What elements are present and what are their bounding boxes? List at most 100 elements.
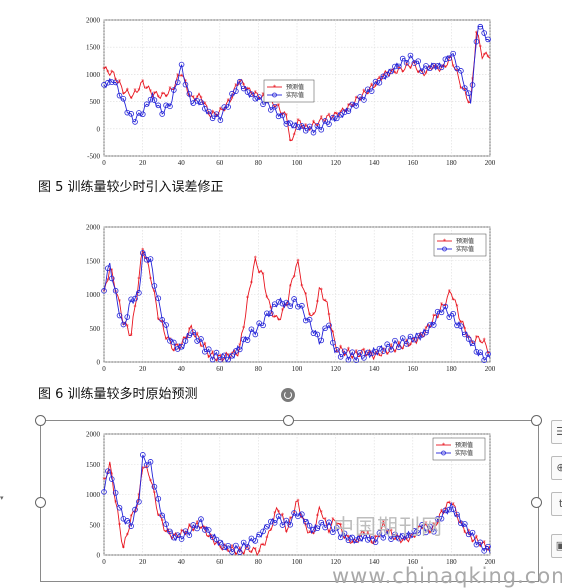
data-point-actual	[171, 87, 177, 93]
data-point-actual	[139, 452, 146, 458]
data-point-actual	[423, 529, 429, 536]
legend-marker	[442, 246, 447, 252]
data-point-actual	[446, 506, 453, 513]
data-point-actual	[341, 530, 348, 537]
data-point-predicted: *	[324, 298, 327, 305]
data-point-actual	[279, 522, 286, 528]
resize-handle-top-left[interactable]	[35, 415, 46, 426]
data-point-actual	[427, 523, 433, 530]
data-point-actual	[229, 549, 235, 555]
data-point-actual	[147, 256, 154, 262]
data-point-actual	[155, 295, 162, 302]
data-point-predicted: *	[467, 100, 470, 107]
zoom-icon[interactable]: ⊕	[551, 456, 562, 480]
data-point-actual	[380, 534, 387, 541]
data-point-actual	[314, 123, 321, 129]
data-point-predicted: *	[452, 502, 455, 509]
data-point-predicted: *	[126, 323, 129, 330]
data-point-actual	[155, 495, 162, 502]
data-point-predicted: *	[227, 97, 230, 104]
data-point-actual	[229, 352, 235, 359]
data-point-predicted: *	[409, 65, 412, 72]
data-point-predicted: *	[234, 552, 237, 559]
data-point-predicted: *	[390, 69, 393, 76]
data-point-predicted: *	[265, 99, 268, 106]
data-point-actual	[477, 349, 484, 356]
resize-handle-middle-left[interactable]	[35, 497, 46, 508]
data-point-predicted: *	[227, 352, 230, 359]
data-point-predicted: *	[390, 343, 393, 350]
data-point-actual	[481, 548, 487, 554]
data-point-actual	[275, 513, 282, 520]
data-point-actual	[124, 109, 131, 116]
data-point-actual	[268, 107, 274, 113]
data-point-actual	[322, 325, 328, 332]
data-point-predicted: *	[483, 337, 486, 344]
data-point-predicted: *	[196, 331, 199, 338]
text-wrap-icon[interactable]: t	[551, 492, 562, 516]
data-point-actual	[411, 336, 418, 343]
x-tick-label: 40	[178, 558, 186, 566]
resize-handle-top-right[interactable]	[531, 415, 542, 426]
data-point-predicted: *	[300, 283, 303, 290]
data-point-actual	[147, 459, 154, 465]
data-point-actual	[217, 356, 224, 363]
chart-fig5: 0 20 40 60 80 100 120 140 160 180 200 -500 0 500 1000 1…	[0, 0, 562, 168]
chart-fig7[interactable]: 0 20 40 60 80 100 120 140 160 180 200 0 500 1000 1500 2…	[0, 418, 562, 585]
resize-handle-top-middle[interactable]	[283, 415, 294, 426]
data-point-actual	[287, 521, 294, 528]
data-point-actual	[167, 103, 173, 110]
data-point-predicted: *	[289, 516, 292, 523]
data-point-actual	[407, 333, 414, 340]
image-icon[interactable]: ▣	[551, 534, 562, 558]
data-point-predicted: *	[118, 299, 121, 306]
data-point-predicted: *	[250, 280, 253, 287]
data-point-actual	[423, 329, 429, 336]
data-point-predicted: *	[339, 109, 342, 116]
data-point-actual	[384, 528, 390, 535]
data-point-actual	[461, 331, 468, 338]
data-point-predicted: *	[401, 346, 404, 353]
data-point-predicted: *	[331, 517, 334, 524]
data-point-actual	[194, 98, 200, 104]
data-point-actual	[345, 537, 352, 544]
data-point-actual	[233, 88, 239, 94]
data-point-predicted: *	[106, 69, 109, 76]
data-point-actual	[438, 64, 445, 71]
data-point-predicted: *	[285, 529, 288, 536]
data-point-predicted: *	[238, 343, 241, 350]
data-point-predicted: *	[362, 530, 365, 537]
data-point-actual	[116, 312, 123, 319]
data-point-predicted: *	[161, 91, 164, 98]
rotate-handle-icon[interactable]	[281, 388, 295, 402]
resize-handle-middle-right[interactable]	[531, 497, 542, 508]
x-tick-label: 100	[292, 365, 303, 373]
data-point-predicted: *	[339, 522, 342, 529]
data-point-actual	[302, 317, 309, 324]
series-line-actual	[103, 251, 491, 363]
data-point-actual	[306, 123, 313, 130]
data-point-actual	[434, 308, 441, 315]
series-line-actual	[103, 454, 491, 554]
x-tick-label: 200	[485, 558, 496, 566]
data-point-predicted: *	[219, 106, 222, 113]
data-point-actual	[399, 55, 406, 62]
layout-icon[interactable]: ☰	[551, 420, 562, 444]
data-point-predicted: *	[192, 94, 195, 101]
data-point-predicted: *	[328, 112, 331, 119]
data-point-predicted: *	[234, 352, 237, 359]
data-point-predicted: *	[436, 315, 439, 322]
data-point-predicted: *	[122, 545, 125, 552]
data-point-predicted: *	[269, 527, 272, 534]
data-point-predicted: *	[463, 326, 466, 333]
data-point-actual	[337, 534, 344, 541]
data-point-actual	[120, 96, 127, 102]
data-point-actual	[252, 331, 259, 338]
data-point-predicted: *	[246, 295, 249, 302]
data-point-predicted: *	[277, 317, 280, 324]
data-point-predicted: *	[223, 356, 226, 363]
data-point-predicted: *	[378, 353, 381, 360]
data-point-actual	[345, 108, 352, 114]
data-point-actual	[155, 102, 162, 109]
data-point-predicted: *	[168, 86, 171, 93]
